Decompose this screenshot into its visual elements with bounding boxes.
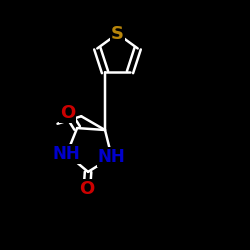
Text: O: O — [60, 104, 76, 122]
Text: NH: NH — [53, 145, 80, 163]
Text: S: S — [111, 25, 124, 43]
Text: NH: NH — [98, 148, 126, 166]
Text: O: O — [79, 180, 94, 198]
